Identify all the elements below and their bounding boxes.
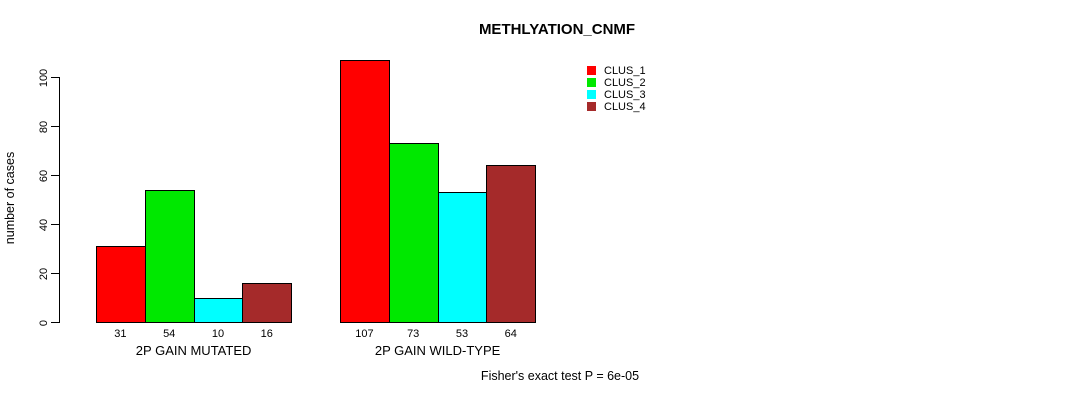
legend-swatch — [587, 102, 596, 111]
bar-value-label: 73 — [407, 328, 420, 340]
bar-value-label: 16 — [260, 328, 273, 340]
group-label: 2P GAIN WILD-TYPE — [374, 343, 501, 358]
legend-label: CLUS_4 — [604, 101, 646, 113]
legend-swatch — [587, 90, 596, 99]
bar-value-label: 54 — [163, 328, 176, 340]
group-label: 2P GAIN MUTATED — [135, 343, 252, 358]
y-axis-label: number of cases — [3, 151, 17, 245]
y-axis-tick-label: 40 — [38, 218, 50, 231]
y-axis-tick-label: 100 — [38, 68, 50, 87]
legend-label: CLUS_1 — [604, 65, 646, 77]
legend-label: CLUS_3 — [604, 89, 646, 101]
y-axis-tick — [51, 322, 59, 323]
y-axis-tick — [51, 77, 59, 78]
y-axis-tick — [51, 224, 59, 225]
y-axis-tick — [51, 273, 59, 274]
bar — [193, 297, 244, 323]
bar-value-label: 64 — [504, 328, 517, 340]
bar — [144, 189, 195, 323]
legend-swatch — [587, 66, 596, 75]
legend-swatch — [587, 78, 596, 87]
y-axis-tick — [51, 126, 59, 127]
bar — [242, 282, 293, 323]
y-axis-tick-label: 80 — [38, 120, 50, 133]
bar — [340, 59, 390, 323]
y-axis-tick — [51, 175, 59, 176]
bar-value-label: 53 — [455, 328, 469, 340]
legend-label: CLUS_2 — [604, 77, 646, 89]
bar — [437, 192, 488, 323]
bar — [486, 165, 537, 323]
footnote: Fisher's exact test P = 6e-05 — [480, 369, 640, 383]
chart-title: METHLYATION_CNMF — [478, 21, 636, 38]
bar-value-label: 31 — [114, 328, 127, 340]
bar — [96, 246, 146, 323]
bar — [388, 143, 439, 323]
y-axis-tick-label: 60 — [38, 169, 50, 182]
y-axis-line — [59, 77, 60, 323]
bar-value-label: 10 — [211, 328, 225, 340]
bar-value-label: 107 — [355, 328, 374, 340]
y-axis-tick-label: 20 — [38, 267, 50, 280]
y-axis-tick-label: 0 — [38, 319, 50, 326]
